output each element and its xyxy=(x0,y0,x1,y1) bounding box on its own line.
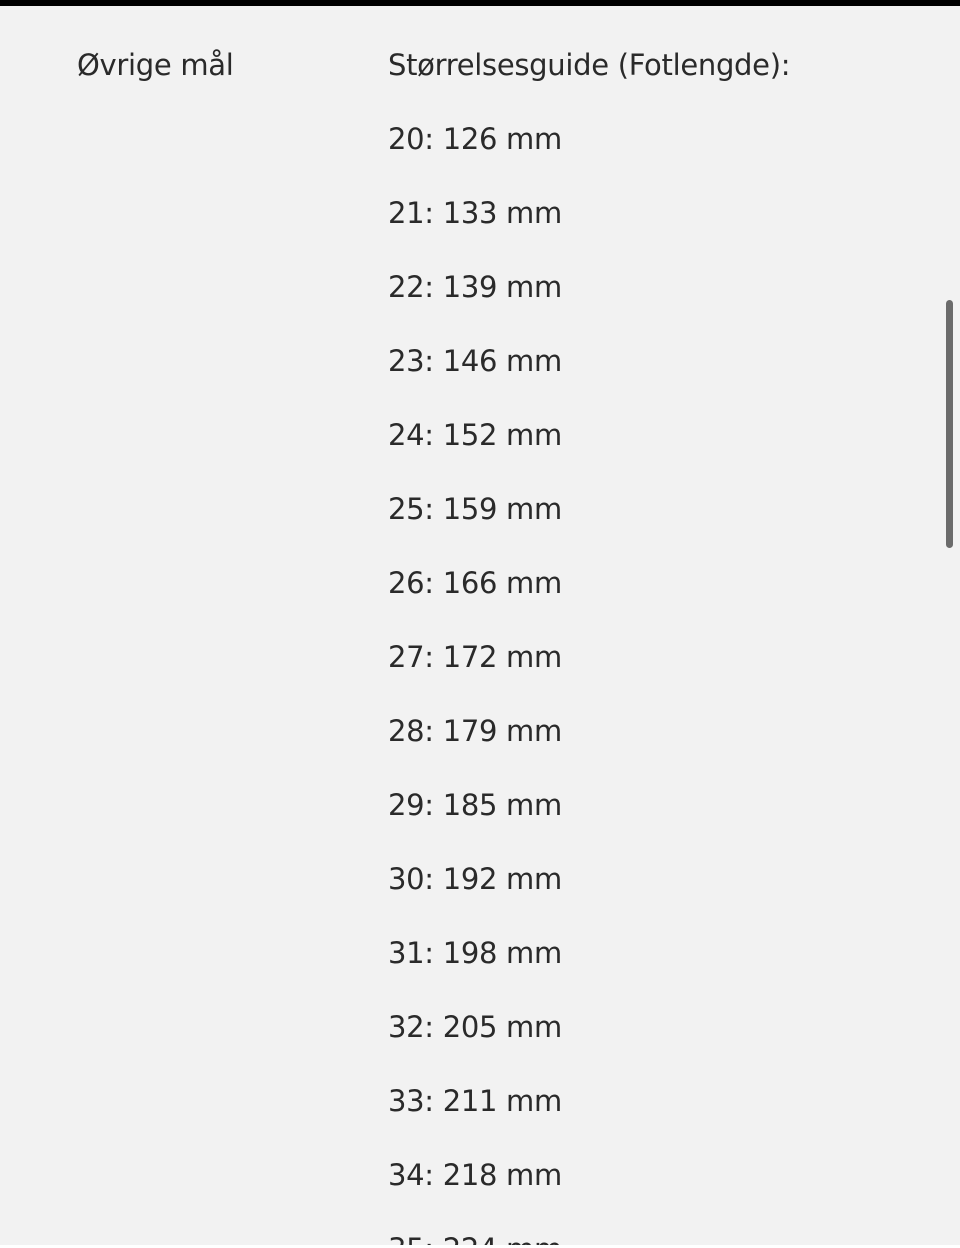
size-row: 24: 152 mm xyxy=(388,418,562,452)
scrollbar[interactable] xyxy=(946,300,953,548)
size-row: 31: 198 mm xyxy=(388,936,562,970)
size-row: 28: 179 mm xyxy=(388,714,562,748)
size-row: 30: 192 mm xyxy=(388,862,562,896)
size-row: 26: 166 mm xyxy=(388,566,562,600)
size-row: 29: 185 mm xyxy=(388,788,562,822)
size-row: 32: 205 mm xyxy=(388,1010,562,1044)
section-label: Øvrige mål xyxy=(77,48,234,82)
section-heading: Størrelsesguide (Fotlengde): xyxy=(388,48,791,82)
bottom-edge xyxy=(0,1245,960,1248)
size-row: 27: 172 mm xyxy=(388,640,562,674)
size-row: 25: 159 mm xyxy=(388,492,562,526)
size-row: 35: 224 mm xyxy=(388,1231,562,1248)
size-row: 34: 218 mm xyxy=(388,1158,562,1192)
size-row: 21: 133 mm xyxy=(388,196,562,230)
size-row: 33: 211 mm xyxy=(388,1084,562,1118)
size-row: 20: 126 mm xyxy=(388,122,562,156)
size-row: 22: 139 mm xyxy=(388,270,562,304)
size-row: 23: 146 mm xyxy=(388,344,562,378)
top-bar xyxy=(0,0,960,6)
